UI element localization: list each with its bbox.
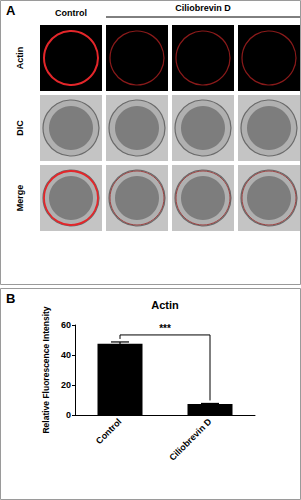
svg-text:Ciliobrevin D: Ciliobrevin D	[167, 416, 214, 463]
svg-text:B: B	[6, 291, 15, 306]
svg-text:DIC: DIC	[15, 120, 25, 136]
svg-text:***: ***	[159, 323, 171, 334]
svg-text:Control: Control	[94, 416, 124, 446]
svg-text:Ciliobrevin D: Ciliobrevin D	[175, 3, 231, 13]
svg-text:A: A	[6, 3, 16, 18]
svg-text:Actin: Actin	[151, 299, 179, 311]
svg-text:Control: Control	[55, 8, 87, 18]
svg-text:40: 40	[61, 350, 71, 360]
svg-text:Relative Fluorescence Intensit: Relative Fluorescence Intensity	[41, 306, 51, 433]
svg-text:Merge: Merge	[15, 185, 25, 212]
svg-text:Actin: Actin	[15, 47, 25, 70]
svg-text:60: 60	[61, 320, 71, 330]
svg-text:0: 0	[66, 410, 71, 420]
svg-text:20: 20	[61, 380, 71, 390]
